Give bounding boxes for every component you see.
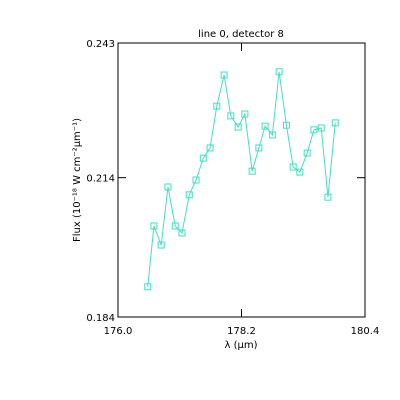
data-point bbox=[289, 163, 297, 171]
x-axis-label: λ (μm) bbox=[224, 340, 257, 351]
data-point bbox=[144, 283, 152, 291]
data-point bbox=[303, 149, 311, 157]
data-point bbox=[331, 119, 339, 127]
data-point bbox=[171, 222, 179, 230]
data-point bbox=[220, 71, 228, 79]
data-point bbox=[234, 123, 242, 131]
data-point bbox=[317, 124, 325, 132]
y-axis-label: Flux (10⁻¹⁸ W cm⁻²μm⁻¹) bbox=[72, 118, 83, 242]
data-point bbox=[275, 68, 283, 76]
y-tick-label: 0.243 bbox=[86, 39, 115, 50]
data-point bbox=[261, 122, 269, 130]
data-point bbox=[324, 193, 332, 201]
y-tick-label: 0.184 bbox=[86, 313, 115, 324]
x-tick-label: 180.4 bbox=[351, 326, 380, 337]
data-point bbox=[178, 229, 186, 237]
data-point bbox=[150, 222, 158, 230]
data-point bbox=[296, 168, 304, 176]
y-tick-label: 0.214 bbox=[86, 174, 115, 185]
data-point bbox=[213, 102, 221, 110]
data-point bbox=[255, 144, 263, 152]
data-point bbox=[192, 176, 200, 184]
data-point bbox=[241, 110, 249, 118]
data-point bbox=[199, 154, 207, 162]
chart-title: line 0, detector 8 bbox=[198, 29, 284, 40]
data-point bbox=[157, 241, 165, 249]
data-point bbox=[268, 131, 276, 139]
data-point bbox=[164, 183, 172, 191]
data-point bbox=[206, 144, 214, 152]
data-point bbox=[310, 126, 318, 134]
data-point bbox=[248, 167, 256, 175]
data-point bbox=[185, 191, 193, 199]
data-point bbox=[282, 121, 290, 129]
x-tick-label: 176.0 bbox=[104, 326, 133, 337]
data-point bbox=[227, 112, 235, 120]
x-tick-label: 178.2 bbox=[227, 326, 256, 337]
